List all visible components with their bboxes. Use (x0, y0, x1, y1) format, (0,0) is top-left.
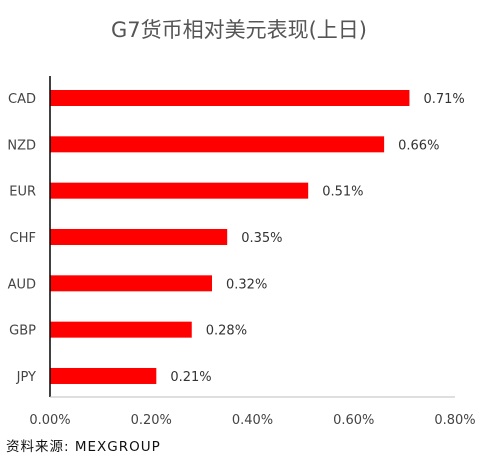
category-label: NZD (7, 138, 36, 153)
data-label: 0.32% (226, 277, 267, 292)
bar-cad (50, 90, 410, 106)
bar-eur (50, 182, 309, 199)
bar-chf (50, 228, 228, 245)
data-label: 0.66% (398, 138, 439, 153)
data-label: 0.71% (423, 92, 464, 107)
data-label: 0.28% (206, 324, 247, 339)
bar-jpy (50, 367, 157, 384)
x-tick-label: 0.40% (232, 413, 273, 428)
category-label: GBP (9, 324, 36, 339)
source-note: 资料来源: MEXGROUP (6, 439, 161, 455)
bar-nzd (50, 136, 385, 153)
x-tick-label: 0.00% (29, 413, 70, 428)
bar-gbp (50, 321, 192, 338)
category-label: JPY (16, 370, 36, 385)
data-label: 0.51% (322, 185, 363, 200)
x-tick-label: 0.60% (333, 413, 374, 428)
data-label: 0.35% (241, 231, 282, 246)
data-label: 0.21% (170, 370, 211, 385)
x-tick-label: 0.80% (434, 413, 475, 428)
x-tick-label: 0.20% (131, 413, 172, 428)
category-label: AUD (8, 277, 36, 292)
chart-title: G7货币相对美元表现(上日) (110, 18, 368, 42)
category-label: CHF (10, 231, 36, 246)
category-label: EUR (9, 185, 36, 200)
bar-aud (50, 275, 212, 292)
category-label: CAD (8, 92, 36, 107)
